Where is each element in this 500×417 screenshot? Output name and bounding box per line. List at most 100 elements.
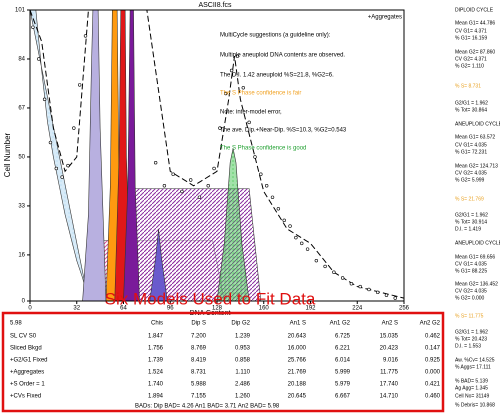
- table-cell: 0.147: [425, 346, 441, 352]
- data-point: [367, 287, 371, 292]
- data-point: [323, 264, 327, 269]
- data-point: [247, 120, 251, 125]
- data-point: [241, 86, 245, 90]
- annotations: MultiCycle suggestions (a guideline only…: [220, 33, 347, 152]
- y-axis-label: Cell Number: [3, 132, 12, 177]
- x-tick-label: 0: [28, 306, 32, 312]
- data-point: [162, 184, 167, 188]
- data-point: [270, 195, 275, 199]
- sidebar-line: Mean G2= 124.713: [455, 163, 498, 169]
- sidebar-line: % G1= 88.225: [455, 268, 487, 274]
- table-cell: 0.858: [235, 358, 251, 364]
- sidebar-line: Mean G2= 87.860: [455, 49, 495, 55]
- data-point: [60, 175, 64, 179]
- data-point: [276, 207, 281, 211]
- data-point: [349, 282, 354, 286]
- y-tick-label: 67: [18, 106, 25, 112]
- table-header: Chis: [151, 321, 163, 327]
- table-cell: 5.988: [191, 382, 207, 388]
- table-cell: 20.188: [288, 382, 307, 388]
- sidebar-line: % Tot= 20.423: [455, 336, 487, 342]
- table-cell: 6.221: [335, 346, 351, 352]
- sidebar-line: G2/G1 = 1.962: [455, 329, 488, 335]
- table-cell: 20.645: [288, 394, 307, 400]
- annotation: Multiple aneuploid DNA contents are obse…: [220, 53, 345, 59]
- data-point: [314, 258, 319, 263]
- sidebar-line: % BAD= 5.139: [455, 378, 488, 384]
- sidebar-line: % S= 21.769: [455, 196, 484, 202]
- area: [149, 228, 168, 301]
- table-cell: 7.200: [191, 334, 207, 340]
- table: 5.98 Chis Dip S Dip G2 An1 S An1 G2 An2 S An2 G…: [10, 321, 441, 410]
- y-tick-label: 16: [18, 252, 25, 258]
- area: [30, 10, 89, 301]
- sidebar-line: CV G1= 4.371: [455, 28, 487, 34]
- data-point: [31, 25, 35, 29]
- table-header: Dip G2: [231, 321, 250, 327]
- sidebar-line: % S= 11.775: [455, 313, 484, 319]
- data-point: [77, 83, 82, 87]
- row-label: +CVs Fixed: [10, 394, 41, 400]
- table-cell: 0.462: [425, 334, 441, 340]
- data-point: [358, 284, 362, 289]
- table-cell: 11.775: [380, 370, 399, 376]
- data-point: [259, 172, 263, 176]
- table-cell: 6.725: [335, 334, 351, 340]
- sidebar-line: G2/G1 = 1.962: [455, 100, 488, 106]
- data-point: [189, 178, 193, 182]
- x-tick-label: 128: [212, 306, 223, 312]
- data-point: [37, 57, 41, 61]
- table-cell: 1.847: [148, 334, 164, 340]
- y-tick-label: 33: [18, 203, 25, 209]
- data-point: [66, 163, 70, 168]
- table-cell: 25.766: [288, 358, 307, 364]
- data-point: [235, 54, 240, 58]
- table-cell: 7.155: [191, 394, 207, 400]
- sidebar-line: % Tot= 30.864: [455, 107, 487, 113]
- annotation: Note: inter-model error,: [220, 110, 282, 116]
- sidebar-line: Mean G1= 44.786: [455, 20, 495, 26]
- fit-line: [30, 10, 404, 299]
- data-point: [288, 224, 292, 228]
- data-point: [264, 184, 269, 188]
- table-cell: 14.710: [380, 394, 399, 400]
- table-cell: 8.731: [191, 370, 207, 376]
- data-point: [332, 270, 336, 274]
- x-tick-label: 224: [352, 306, 363, 312]
- data-point: [305, 247, 310, 251]
- y-tick-label: 101: [15, 8, 26, 14]
- sidebar-line: % G1= 16.159: [455, 35, 487, 41]
- annotation: The ave. Dip.+Near-Dip. %S=10.3, %G2=0.5…: [220, 128, 347, 134]
- data-point: [224, 91, 228, 96]
- table-cell: 15.035: [380, 334, 399, 340]
- annotation: The D.I. 1.42 aneuploid %S=21.8, %G2=6.: [220, 73, 334, 79]
- table-cell: 21.769: [288, 370, 307, 376]
- table-cell: 20.643: [288, 334, 307, 340]
- data-point: [72, 126, 76, 130]
- table-cell: 1.739: [148, 358, 164, 364]
- table-cell: 1.740: [148, 382, 164, 388]
- x-tick-label: 192: [305, 306, 316, 312]
- data-point: [384, 293, 389, 297]
- table-cell: 16.000: [288, 346, 307, 352]
- data-point: [171, 172, 175, 176]
- table-header: 5.98: [10, 321, 22, 327]
- data-point: [340, 276, 345, 280]
- sidebar-line: ANEUPLOID CYCLE: [455, 121, 500, 127]
- data-point: [282, 218, 286, 223]
- data-point: [229, 68, 234, 73]
- sidebar-line: CV G2= 4.035: [455, 288, 487, 294]
- area: [123, 10, 140, 301]
- y-tick-label: 84: [18, 57, 25, 63]
- data-point: [300, 241, 304, 246]
- x-tick-label: 256: [399, 306, 410, 312]
- table-cell: 8.769: [191, 346, 207, 352]
- sidebar: DIPLOID CYCLE Mean G1= 44.786 CV G1= 4.371…: [455, 7, 500, 408]
- x-tick-label: 32: [73, 306, 80, 312]
- table-header: An2 G2: [420, 321, 441, 327]
- data-point: [197, 195, 202, 199]
- table-cell: 1.239: [235, 334, 251, 340]
- data-point: [294, 235, 298, 240]
- annotation: The S Phase confidence is good: [220, 146, 306, 152]
- table-footer: BADs: Dip BAD= 4.26 An1 BAD= 3.71 An2 BA…: [135, 404, 280, 410]
